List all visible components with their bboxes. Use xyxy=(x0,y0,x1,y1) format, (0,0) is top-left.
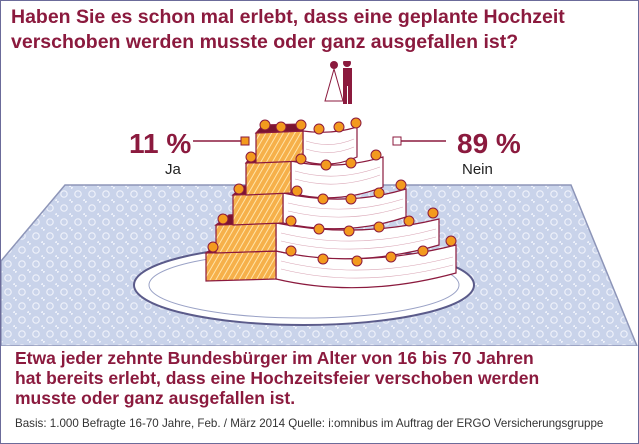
chart-title: Haben Sie es schon mal erlebt, dass eine… xyxy=(11,5,631,55)
title-line-2: verschoben werden musste oder ganz ausge… xyxy=(11,31,519,53)
conclusion-text: Etwa jeder zehnte Bundesbürger im Alter … xyxy=(15,348,630,408)
leader-line-ja xyxy=(193,136,250,146)
category-label-nein: Nein xyxy=(462,161,493,178)
value-label-ja: 11 % xyxy=(129,128,192,159)
wedding-cake-illustration xyxy=(1,61,638,346)
sugar-roses xyxy=(207,117,457,267)
value-label-nein: 89 % xyxy=(457,128,521,159)
source-note: Basis: 1.000 Befragte 16-70 Jahre, Feb. … xyxy=(15,417,604,430)
category-label-ja: Ja xyxy=(165,161,181,178)
cake-slice-orange xyxy=(204,123,304,282)
title-line-1: Haben Sie es schon mal erlebt, dass eine… xyxy=(11,6,565,28)
bride-and-groom-icon xyxy=(324,61,352,104)
conclusion-line-2: hat bereits erlebt, dass eine Hochzeitsf… xyxy=(15,368,540,388)
leader-line-nein xyxy=(392,136,446,146)
conclusion-line-1: Etwa jeder zehnte Bundesbürger im Alter … xyxy=(15,348,534,368)
conclusion-line-3: musste oder ganz ausgefallen ist. xyxy=(15,388,296,408)
